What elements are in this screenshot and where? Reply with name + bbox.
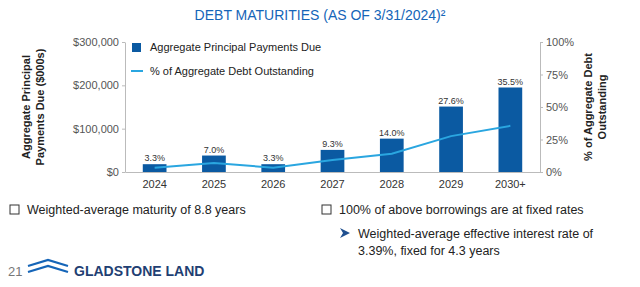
tick: 2024 <box>142 172 166 190</box>
tick-label: $0 <box>107 166 119 178</box>
data-label: 9.3% <box>322 139 343 149</box>
x-axis: 2024 2025 2026 2027 2028 2029 2030+ <box>126 172 541 190</box>
data-label: 3.3% <box>263 153 284 163</box>
logo: GLADSTONE LAND <box>74 263 204 279</box>
arrow-bullet <box>340 228 350 238</box>
tick: $0 <box>107 166 125 178</box>
tick-mark <box>540 107 543 108</box>
tick-label: 2029 <box>439 178 463 190</box>
tick-label: 75% <box>546 69 568 81</box>
tick-mark <box>540 75 543 76</box>
tick: 75% <box>540 69 568 81</box>
chart: DEBT MATURITIES (AS OF 3/31/2024)² $0 $100… <box>0 0 640 287</box>
tick-label: 100% <box>546 36 574 48</box>
tick: 2028 <box>380 172 404 190</box>
tick-mark <box>540 140 543 141</box>
data-label: 7.0% <box>204 145 225 155</box>
tick-label: 2027 <box>320 178 344 190</box>
legend: Aggregate Principal Payments Due % of Agg… <box>131 41 321 77</box>
checkbox <box>10 205 19 214</box>
tick: 2026 <box>261 172 285 190</box>
tick: 2029 <box>439 172 463 190</box>
y2-axis: 0% 25% 50% 75% 100% <box>540 36 574 178</box>
tick-label: $200,000 <box>73 79 119 91</box>
tick-label: $300,000 <box>73 36 119 48</box>
tick-mark <box>122 172 125 173</box>
tick-mark <box>122 85 125 86</box>
tick-label: 2030+ <box>495 178 526 190</box>
data-label: 14.0% <box>379 128 405 138</box>
tick: 2027 <box>320 172 344 190</box>
line <box>155 126 511 168</box>
tick-label: $100,000 <box>73 123 119 135</box>
axis-title: % of Aggregate Debt <box>582 53 594 161</box>
legend-swatch <box>132 43 141 52</box>
tick: 2025 <box>202 172 226 190</box>
axis-line <box>126 172 541 173</box>
tick: 25% <box>540 134 568 146</box>
tick-mark <box>122 42 125 43</box>
plot-area <box>143 88 522 173</box>
axis-title: Aggregate Principal <box>20 55 32 159</box>
tick-label: 25% <box>546 134 568 146</box>
tick-label: 2028 <box>380 178 404 190</box>
bar <box>499 88 523 173</box>
tick-label: 2025 <box>202 178 226 190</box>
tick: $100,000 <box>73 123 125 135</box>
title: DEBT MATURITIES (AS OF 3/31/2024)² <box>195 7 446 23</box>
tick: $200,000 <box>73 79 125 91</box>
data-label: 35.5% <box>498 77 524 87</box>
page-number: 21 <box>8 264 22 279</box>
tick: 2030+ <box>495 172 526 190</box>
axis-title: Outstanding <box>596 75 608 140</box>
tick: 50% <box>540 101 568 113</box>
logo-chevron <box>28 266 68 272</box>
legend-swatch <box>131 70 143 72</box>
data-labels: 3.3% 7.0% 3.3% 9.3% 14.0% 27.6% 35.5% <box>144 77 523 164</box>
tick: 0% <box>540 166 562 178</box>
legend-label: % of Aggregate Debt Outstanding <box>150 65 314 77</box>
tick-mark <box>540 42 543 43</box>
tick-label: 2026 <box>261 178 285 190</box>
tick: $300,000 <box>73 36 125 48</box>
note: Weighted-average effective interest rate… <box>358 227 594 241</box>
axis-title: Payments Due ($000s) <box>34 48 46 165</box>
y-axis: $0 $100,000 $200,000 $300,000 <box>73 36 125 178</box>
checkbox <box>322 205 331 214</box>
axis-line <box>125 43 126 173</box>
note: 3.39%, fixed for 4.3 years <box>358 244 500 258</box>
tick: 100% <box>540 36 574 48</box>
logo-icon <box>28 260 68 272</box>
data-label: 3.3% <box>144 153 165 163</box>
tick-mark <box>122 129 125 130</box>
note: 100% of above borrowings are at fixed ra… <box>339 203 584 217</box>
legend-label: Aggregate Principal Payments Due <box>150 41 321 53</box>
bar <box>143 164 167 172</box>
data-label: 27.6% <box>438 96 464 106</box>
tick-label: 0% <box>546 166 562 178</box>
tick-label: 50% <box>546 101 568 113</box>
tick-label: 2024 <box>142 178 166 190</box>
note: Weighted-average maturity of 8.8 years <box>27 203 246 217</box>
